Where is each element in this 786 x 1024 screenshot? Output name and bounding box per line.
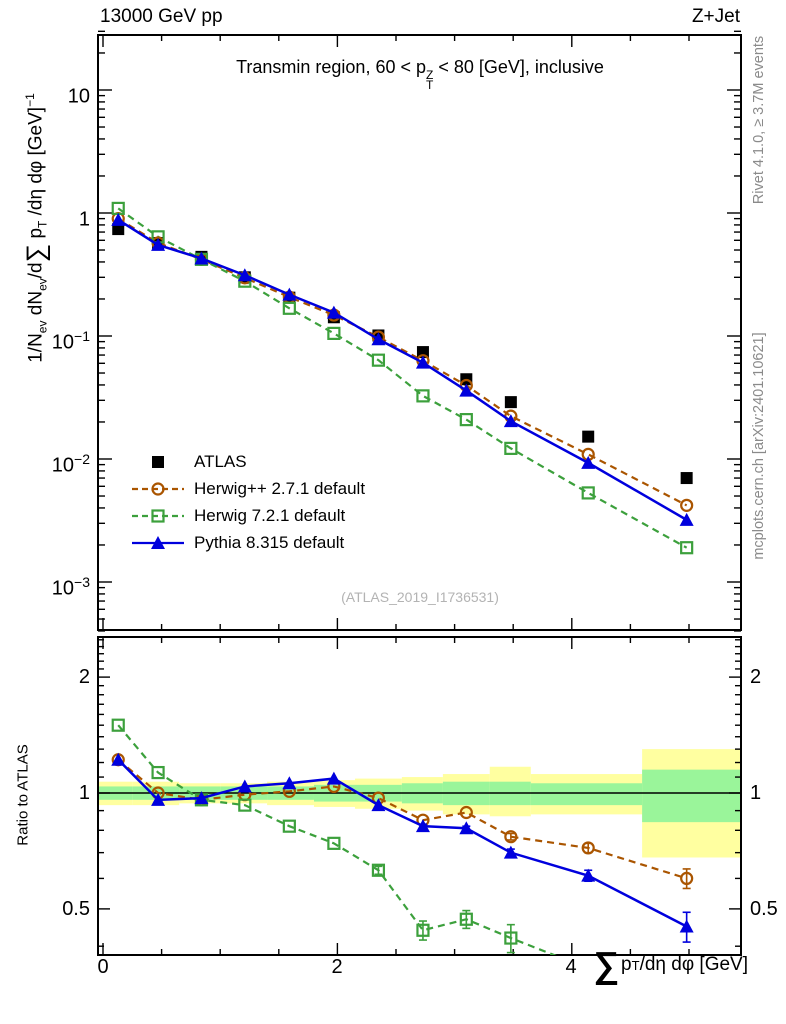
ytick-1e-2: 10−2 — [51, 451, 90, 477]
ratio-panel-series — [111, 718, 694, 955]
herwig7-marker-icon — [130, 506, 186, 526]
ratio-tick-05-right: 0.5 — [750, 898, 778, 920]
legend: ATLAS Herwig++ 2.7.1 default Herwig 7.2.… — [130, 448, 365, 556]
process-label: Z+Jet — [691, 6, 740, 27]
legend-item-pythia: Pythia 8.315 default — [130, 529, 365, 556]
ytick-1e-1: 10−1 — [51, 328, 90, 354]
ytick-1e-3: 10−3 — [51, 574, 90, 600]
main-panel-series — [111, 201, 694, 555]
axes-frames — [97, 34, 742, 956]
axis-ticks — [98, 30, 741, 955]
sigma-symbol: ∑ — [593, 944, 620, 985]
legend-item-herwig7: Herwig 7.2.1 default — [130, 502, 365, 529]
ratio-tick-2-right: 2 — [750, 666, 762, 688]
atlas-marker-icon — [130, 452, 186, 472]
beam-energy-label: 13000 GeV pp — [100, 6, 223, 27]
xtick-4: 4 — [565, 956, 577, 978]
rivet-version-note: Rivet 4.1.0, ≥ 3.7M events — [751, 35, 767, 205]
ratio-tick-1-left: 1 — [78, 782, 90, 804]
plot-title-suffix: < 80 [GeV], inclusive — [433, 57, 604, 77]
legend-item-herwigpp: Herwig++ 2.7.1 default — [130, 475, 365, 502]
xtick-2: 2 — [331, 956, 343, 978]
sigma-symbol: ∑ — [20, 243, 51, 263]
analysis-id-watermark: (ATLAS_2019_I1736531) — [341, 589, 499, 605]
ratio-uncertainty-bands — [98, 749, 741, 858]
ratio-tick-2-left: 2 — [78, 666, 90, 688]
legend-label: Herwig 7.2.1 default — [194, 505, 346, 525]
legend-label: Herwig++ 2.7.1 default — [194, 478, 366, 498]
legend-label: Pythia 8.315 default — [194, 532, 345, 552]
ytick-1: 1 — [78, 208, 90, 231]
plot-title-prefix: Transmin region, 60 < p — [236, 57, 426, 77]
legend-item-atlas: ATLAS — [130, 448, 365, 475]
ratio-tick-05-left: 0.5 — [62, 898, 90, 920]
ratio-tick-1-right: 1 — [750, 782, 762, 804]
xtick-0: 0 — [97, 956, 109, 978]
legend-label: ATLAS — [194, 451, 247, 471]
x-axis-label: ∑ p T /dη dφ [GeV] — [593, 944, 748, 985]
pythia-marker-icon — [130, 533, 186, 553]
mcplots-source-note: mcplots.cern.ch [arXiv:2401.10621] — [751, 332, 767, 560]
ytick-10: 10 — [67, 85, 90, 108]
herwigpp-marker-icon — [130, 479, 186, 499]
